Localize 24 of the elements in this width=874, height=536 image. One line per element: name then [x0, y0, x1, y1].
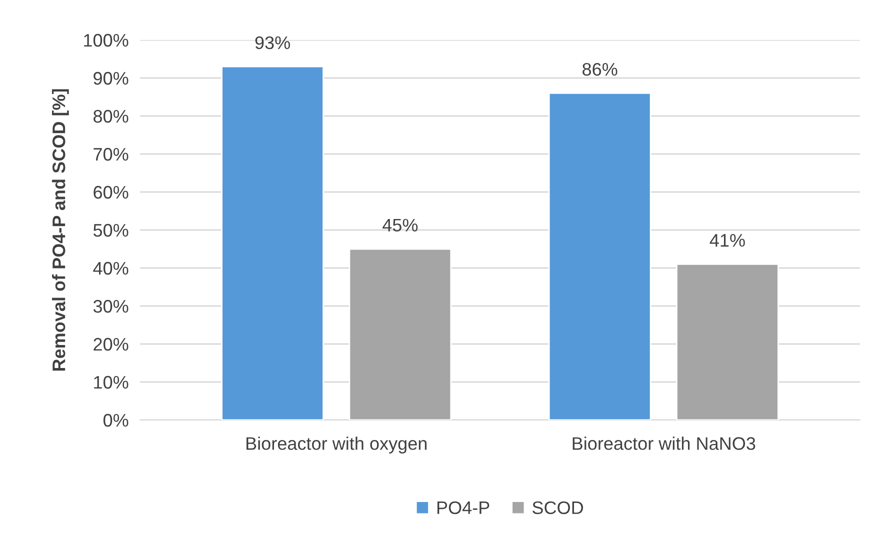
y-tick-label: 60% — [94, 186, 128, 199]
x-tick-label: Bioreactor with NaNO3 — [572, 436, 756, 450]
y-tick-label: 50% — [93, 224, 128, 237]
bar — [676, 264, 779, 420]
y-tick-label: 70% — [94, 148, 128, 161]
y-tick-label: 30% — [93, 300, 128, 313]
legend-label: SCOD — [532, 501, 584, 514]
legend-label: PO4-P — [437, 501, 490, 514]
data-label: 45% — [382, 218, 418, 232]
data-label: 93% — [255, 36, 290, 50]
y-axis-title: Removal of PO4-P and SCOD [%] — [52, 89, 69, 371]
y-tick-label: 10% — [94, 376, 128, 389]
data-label: 41% — [710, 234, 745, 247]
bar — [348, 248, 452, 420]
data-label: 86% — [582, 62, 618, 76]
y-tick-label: 40% — [93, 262, 128, 275]
x-tick-label: Bioreactor with oxygen — [246, 436, 427, 454]
y-tick-label: 100% — [84, 34, 128, 47]
y-tick-label: 80% — [94, 110, 128, 123]
bar — [221, 66, 324, 420]
y-tick-label: 90% — [94, 72, 128, 85]
y-tick-label: 20% — [94, 338, 128, 351]
bar — [548, 92, 652, 420]
y-tick-label: 0% — [104, 414, 128, 427]
